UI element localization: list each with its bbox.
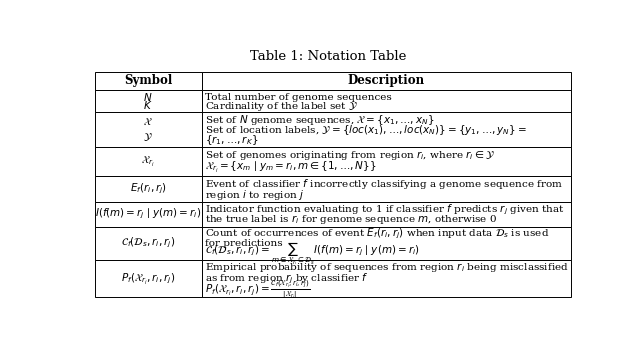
- Text: Cardinality of the label set $\mathcal{Y}$: Cardinality of the label set $\mathcal{Y…: [205, 100, 359, 113]
- Text: Set of genomes originating from region $r_i$, where $r_i \in \mathcal{Y}$: Set of genomes originating from region $…: [205, 149, 495, 162]
- Text: $K$: $K$: [143, 99, 153, 111]
- Text: $\mathcal{X}_{r_i} = \{x_m \mid y_m = r_i, m \in \{1,\ldots,N\}\}$: $\mathcal{X}_{r_i} = \{x_m \mid y_m = r_…: [205, 160, 377, 176]
- Text: $\mathcal{C}_f(\mathcal{D}_s, r_i, r_j)$: $\mathcal{C}_f(\mathcal{D}_s, r_i, r_j)$: [121, 236, 175, 250]
- Bar: [202, 176, 571, 202]
- Text: $\{r_1,\ldots,r_K\}$: $\{r_1,\ldots,r_K\}$: [205, 133, 259, 147]
- Text: Symbol: Symbol: [124, 74, 172, 87]
- Bar: [202, 112, 571, 147]
- Bar: [202, 202, 571, 226]
- Text: Total number of genome sequences: Total number of genome sequences: [205, 93, 392, 102]
- Bar: [202, 226, 571, 260]
- Bar: [95, 147, 202, 176]
- Bar: [95, 176, 202, 202]
- Text: Table 1: Notation Table: Table 1: Notation Table: [250, 50, 406, 63]
- Text: $P_f(\mathcal{X}_{r_i}, r_i, r_j)$: $P_f(\mathcal{X}_{r_i}, r_i, r_j)$: [121, 271, 175, 286]
- Text: the true label is $r_i$ for genome sequence $m$, otherwise 0: the true label is $r_i$ for genome seque…: [205, 213, 498, 226]
- Bar: [95, 71, 202, 90]
- Bar: [95, 112, 202, 147]
- Bar: [202, 260, 571, 297]
- Bar: [202, 90, 571, 112]
- Text: Empirical probability of sequences from region $r_i$ being misclassified: Empirical probability of sequences from …: [205, 262, 570, 274]
- Bar: [95, 260, 202, 297]
- Text: Count of occurrences of event $E_f(r_i,r_j)$ when input data $\mathcal{D}_s$ is : Count of occurrences of event $E_f(r_i,r…: [205, 227, 550, 241]
- Text: $E_f(r_i, r_j)$: $E_f(r_i, r_j)$: [130, 182, 167, 196]
- Text: $\mathcal{X}$: $\mathcal{X}$: [143, 117, 153, 127]
- Text: region $i$ to region $j$: region $i$ to region $j$: [205, 188, 305, 202]
- Text: Description: Description: [348, 74, 425, 87]
- Text: as from region $r_j$ by classifier $f$: as from region $r_j$ by classifier $f$: [205, 272, 369, 286]
- Bar: [202, 147, 571, 176]
- Text: $\mathcal{C}_f(\mathcal{D}_s,r_i,r_j) = \sum_{m \in \mathcal{X}_{r_i} \subseteq : $\mathcal{C}_f(\mathcal{D}_s,r_i,r_j) = …: [205, 240, 420, 267]
- Text: $\mathcal{X}_{r_i}$: $\mathcal{X}_{r_i}$: [141, 155, 155, 168]
- Text: Set of $N$ genome sequences, $\mathcal{X} = \{x_1,\ldots,x_N\}$: Set of $N$ genome sequences, $\mathcal{X…: [205, 113, 435, 126]
- Text: $\mathcal{Y}$: $\mathcal{Y}$: [143, 130, 153, 143]
- Text: Event of classifier $f$ incorrectly classifying a genome sequence from: Event of classifier $f$ incorrectly clas…: [205, 177, 564, 191]
- Text: Set of location labels, $\mathcal{Y} = \{loc(x_1),\ldots,loc(x_N)\} = \{y_1,\ldo: Set of location labels, $\mathcal{Y} = \…: [205, 123, 527, 137]
- Bar: [95, 90, 202, 112]
- Bar: [95, 226, 202, 260]
- Text: $N$: $N$: [143, 91, 153, 103]
- Text: $P_f(\mathcal{X}_{r_i},r_i,r_j) = \frac{\mathcal{C}_f(\mathcal{X}_{r_i},r_i,r_j): $P_f(\mathcal{X}_{r_i},r_i,r_j) = \frac{…: [205, 279, 310, 301]
- Bar: [202, 71, 571, 90]
- Text: $I(f(m) = r_j \mid y(m) = r_i)$: $I(f(m) = r_j \mid y(m) = r_i)$: [95, 207, 202, 221]
- Text: Indicator function evaluating to 1 if classifier $f$ predicts $r_j$ given that: Indicator function evaluating to 1 if cl…: [205, 203, 565, 217]
- Bar: [95, 202, 202, 226]
- Text: for predictions: for predictions: [205, 239, 283, 248]
